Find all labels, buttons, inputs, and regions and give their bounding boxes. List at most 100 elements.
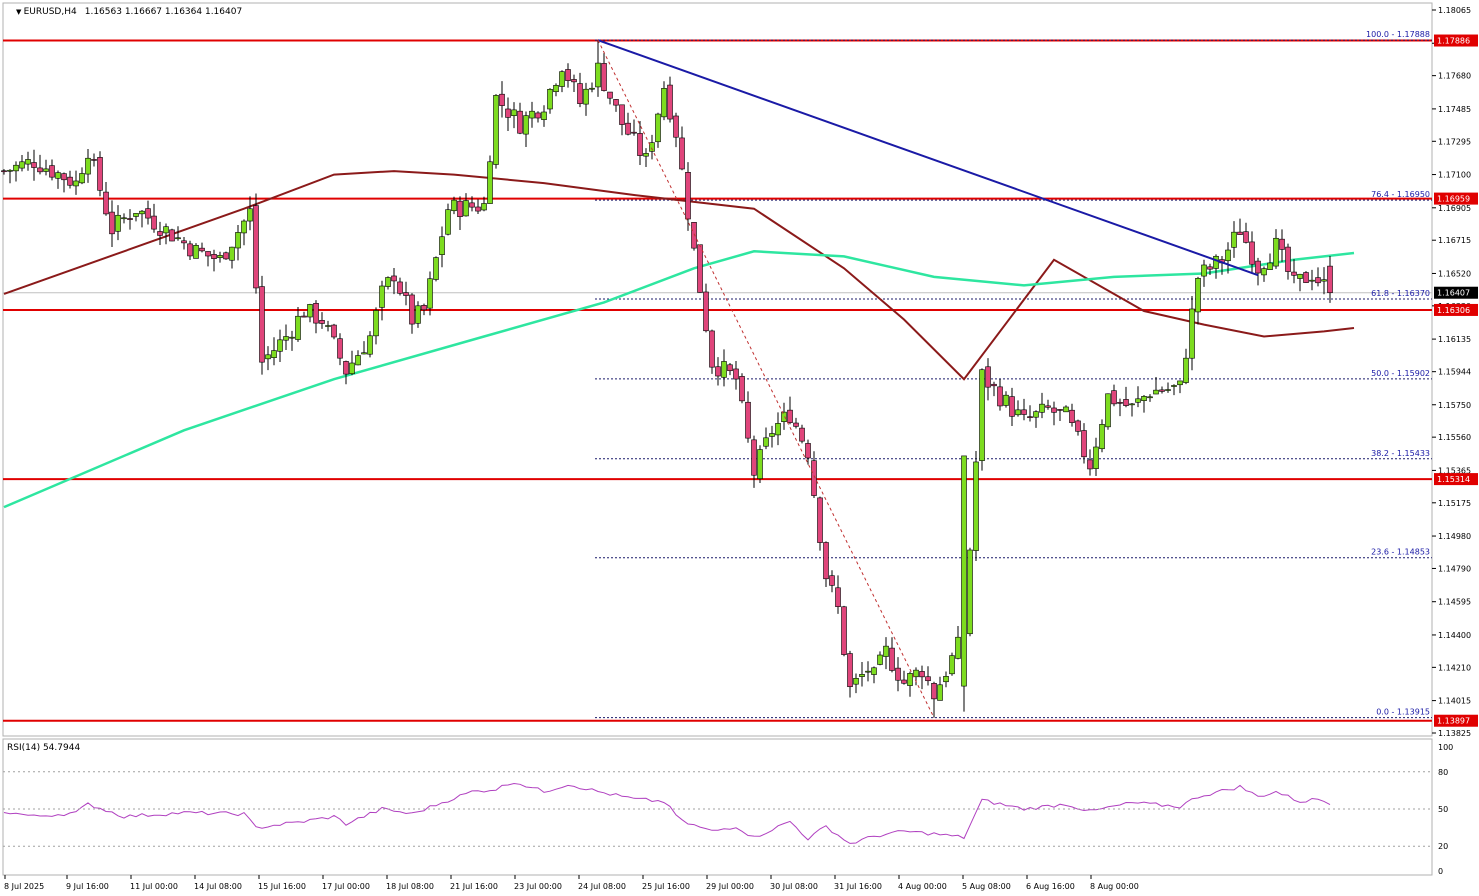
candle-body: [1279, 238, 1285, 250]
candle-body: [1243, 231, 1249, 243]
candle-body: [901, 679, 907, 684]
candle-body: [1087, 459, 1093, 470]
candle-body: [181, 240, 187, 244]
candle-body: [547, 88, 553, 110]
time-tick-label: 24 Jul 08:00: [578, 882, 626, 891]
candle-body: [385, 277, 391, 287]
candle-body: [691, 222, 697, 249]
candle-body: [49, 165, 55, 178]
candle-body: [1135, 398, 1141, 403]
time-tick-label: 8 Jul 2025: [4, 882, 44, 891]
fib-level-label: 76.4 - 1.16950: [1371, 190, 1430, 199]
candle-body: [925, 676, 931, 682]
candle-body: [991, 383, 997, 387]
candle-body: [895, 667, 901, 681]
fib-level-label: 0.0 - 1.13915: [1376, 708, 1430, 717]
candle-body: [25, 159, 31, 165]
chart-header: ▼ EURUSD,H4 1.16563 1.16667 1.16364 1.164…: [16, 7, 242, 17]
candle-body: [415, 305, 421, 324]
candle-body: [505, 108, 511, 118]
candle-body: [271, 350, 277, 359]
candle-body: [349, 362, 355, 375]
candle-body: [1051, 407, 1057, 413]
current-price-tag: [1434, 286, 1478, 299]
fib-anchor-line: [597, 39, 935, 718]
horizontal-levels: [3, 39, 1432, 722]
candle-body: [853, 678, 859, 685]
candle-body: [1063, 406, 1069, 413]
candle-body: [829, 575, 835, 586]
candle-body: [517, 110, 523, 134]
price-tick-label: 1.14790: [1438, 564, 1471, 573]
candle-body: [61, 173, 67, 181]
candle-body: [985, 366, 991, 388]
header-collapse-icon[interactable]: ▼: [16, 8, 24, 16]
candle-body: [55, 172, 61, 179]
descending-trendline: [597, 39, 1259, 277]
candle-body: [805, 443, 811, 459]
time-tick-label: 14 Jul 08:00: [194, 882, 242, 891]
candle-body: [1033, 411, 1039, 418]
candle-body: [1027, 416, 1033, 418]
candle-body: [1309, 279, 1315, 282]
candle-body: [229, 246, 235, 261]
candle-body: [733, 368, 739, 380]
rsi-tick-label: 50: [1438, 805, 1448, 814]
candle-body: [1267, 262, 1273, 270]
candle-body: [955, 636, 961, 659]
candle-body: [481, 203, 487, 211]
candle-body: [145, 208, 151, 219]
candle-body: [625, 122, 631, 135]
time-tick-label: 15 Jul 16:00: [258, 882, 306, 891]
candle-body: [1261, 268, 1267, 276]
candle-body: [289, 336, 295, 339]
candle-body: [763, 437, 769, 447]
candle-body: [127, 218, 133, 220]
candle-body: [73, 180, 79, 187]
rsi-panel: 100 80 50 20 0 RSI(14) 54.7944: [2, 738, 1453, 876]
candle-body: [883, 645, 889, 657]
candle-body: [919, 671, 925, 678]
candle-body: [961, 455, 967, 687]
candle-body: [67, 176, 73, 186]
price-tick-label: 1.14400: [1438, 631, 1471, 640]
candle-body: [397, 281, 403, 294]
candle-body: [421, 305, 427, 311]
price-tick-label: 1.17485: [1438, 105, 1471, 114]
fib-level-label: 50.0 - 1.15902: [1371, 369, 1430, 378]
candle-body: [655, 113, 661, 143]
candle-body: [979, 369, 985, 461]
rsi-tick-label: 80: [1438, 768, 1448, 777]
candle-body: [469, 202, 475, 208]
candle-body: [877, 654, 883, 665]
candle-body: [1093, 446, 1099, 469]
candle-body: [619, 104, 625, 125]
candle-body: [865, 670, 871, 673]
candle-body: [211, 254, 217, 259]
candle-body: [835, 587, 841, 607]
candle-body: [1147, 396, 1153, 399]
level-price-tag: [1434, 714, 1478, 727]
candle-body: [781, 411, 787, 423]
price-tick-label: 1.14980: [1438, 532, 1471, 541]
candle-body: [1099, 424, 1105, 450]
candle-body: [361, 352, 367, 355]
moving-averages: [3, 170, 1355, 509]
time-tick-label: 17 Jul 00:00: [322, 882, 370, 891]
candle-body: [667, 84, 673, 120]
candle-body: [565, 69, 571, 81]
candle-body: [685, 171, 691, 220]
fast-moving-average: [3, 250, 1355, 509]
candle-body: [697, 244, 703, 293]
candle-body: [439, 236, 445, 255]
candle-body: [949, 655, 955, 675]
candle-body: [1207, 266, 1213, 270]
rsi-series: [3, 782, 1331, 844]
candle-body: [1303, 272, 1309, 283]
candle-body: [1159, 389, 1165, 392]
candle-body: [1171, 385, 1177, 387]
candle-body: [19, 161, 25, 169]
candle-body: [1009, 396, 1015, 417]
candle-body: [409, 294, 415, 325]
